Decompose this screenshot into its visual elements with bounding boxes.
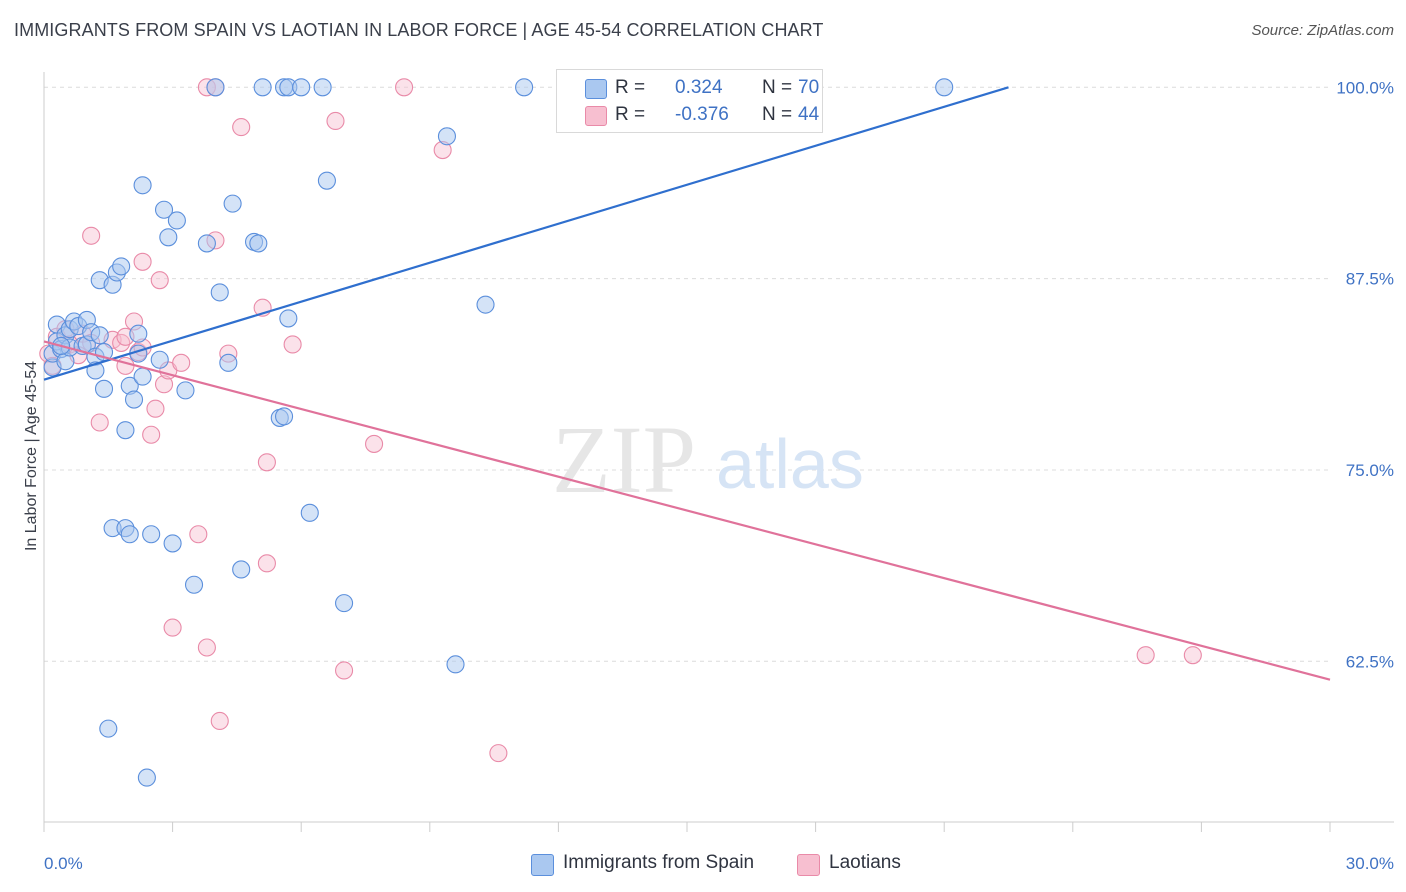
laotian-point-44 [1183,646,1202,665]
spain-trend-line [43,86,1009,381]
spain-point-40 [219,353,238,372]
laotian-point-26 [197,638,216,657]
spain-point-54 [317,171,336,190]
spain-point-44 [249,234,268,253]
x-tick-label-min: 0.0% [44,854,83,873]
axes [43,72,1394,832]
watermark-atlas: atlas [716,425,864,503]
laotians-swatch [585,106,607,126]
spain-point-45 [253,78,272,97]
spain-point-66 [137,768,156,787]
laotians-n-value: 44 [798,104,820,125]
laotian-point-38 [335,661,354,680]
laotian-point-24 [172,353,191,372]
spain-point-16 [90,326,109,345]
spain-n-value: 70 [798,77,820,98]
spain-point-63 [142,525,161,544]
spain-point-27 [129,324,148,343]
watermark: ZIP atlas [552,406,864,513]
watermark-zip: ZIP [552,406,696,513]
y-tick-label-0: 62.5% [1346,652,1394,671]
laotian-point-43 [1136,646,1155,665]
spain-point-57 [446,655,465,674]
laotian-point-23 [163,618,182,637]
laotian-point-36 [283,335,302,354]
laotians-trend-line [43,340,1331,681]
spain-r-value: 0.324 [675,77,723,98]
laotians-legend-label: Laotians [829,852,901,873]
laotian-point-19 [146,399,165,418]
laotian-point-42 [489,744,508,763]
spain-point-42 [232,560,251,579]
spain-point-31 [150,350,169,369]
spain-point-55 [335,594,354,613]
spain-r-label: R = [615,77,646,98]
spain-point-52 [300,503,319,522]
laotian-point-34 [257,453,276,472]
y-tick-label-1: 75.0% [1346,461,1394,480]
spain-legend-label: Immigrants from Spain [563,852,755,873]
laotian-point-13 [116,356,135,375]
spain-legend-swatch [531,854,554,876]
spain-point-65 [99,719,118,738]
laotian-point-37 [326,111,345,131]
spain-point-58 [476,295,495,314]
laotians-r-label: R = [615,104,646,125]
spain-point-38 [206,78,225,97]
spain-point-18 [94,379,114,398]
y-tick-labels: 62.5% 75.0% 87.5% 100.0% [1336,78,1394,671]
spain-point-36 [184,575,204,594]
spain-point-32 [154,200,174,219]
correlation-legend: R = 0.324 N = 70 R = -0.376 N = 44 [556,69,823,133]
y-tick-label-2: 87.5% [1346,270,1394,289]
laotian-point-21 [154,375,174,394]
trend-lines [43,86,1331,681]
spain-point-39 [210,283,229,302]
y-tick-label-3: 100.0% [1336,78,1394,97]
spain-point-29 [133,367,152,386]
laotian-point-9 [90,413,109,432]
spain-point-49 [279,309,298,328]
spain-point-41 [223,194,242,213]
spain-point-34 [167,211,186,230]
spain-points [43,78,954,787]
spain-point-51 [292,78,311,97]
source-credit: Source: ZipAtlas.com [1251,22,1394,39]
y-axis-label: In Labor Force | Age 45-54 [23,361,40,551]
laotian-point-30 [210,711,229,731]
laotians-n-label: N = [762,104,793,125]
spain-swatch [585,79,607,99]
laotian-point-20 [150,271,169,290]
laotian-point-35 [257,554,276,573]
laotian-point-25 [189,525,208,544]
spain-point-30 [133,176,152,195]
spain-point-68 [935,78,954,97]
spain-point-35 [176,381,195,400]
spain-point-62 [120,525,139,544]
spain-point-24 [116,421,135,440]
spain-point-59 [515,78,534,97]
chart-title: IMMIGRANTS FROM SPAIN VS LAOTIAN IN LABO… [14,20,824,40]
laotian-point-18 [142,425,161,444]
spain-point-33 [159,228,178,247]
laotians-legend-swatch [797,854,820,876]
spain-point-37 [197,234,216,253]
laotian-point-32 [232,118,251,137]
spain-point-64 [163,534,182,553]
laotian-point-8 [82,226,101,245]
spain-point-26 [124,390,144,409]
laotian-point-17 [133,252,152,271]
spain-point-56 [437,127,456,146]
spain-n-label: N = [762,77,793,98]
spain-point-23 [112,257,131,276]
x-tick-label-max: 30.0% [1346,854,1394,873]
laotians-r-value: -0.376 [675,104,729,125]
spain-point-53 [313,78,332,97]
laotian-point-40 [395,78,414,97]
laotian-point-39 [365,434,384,453]
spain-point-47 [275,407,294,426]
